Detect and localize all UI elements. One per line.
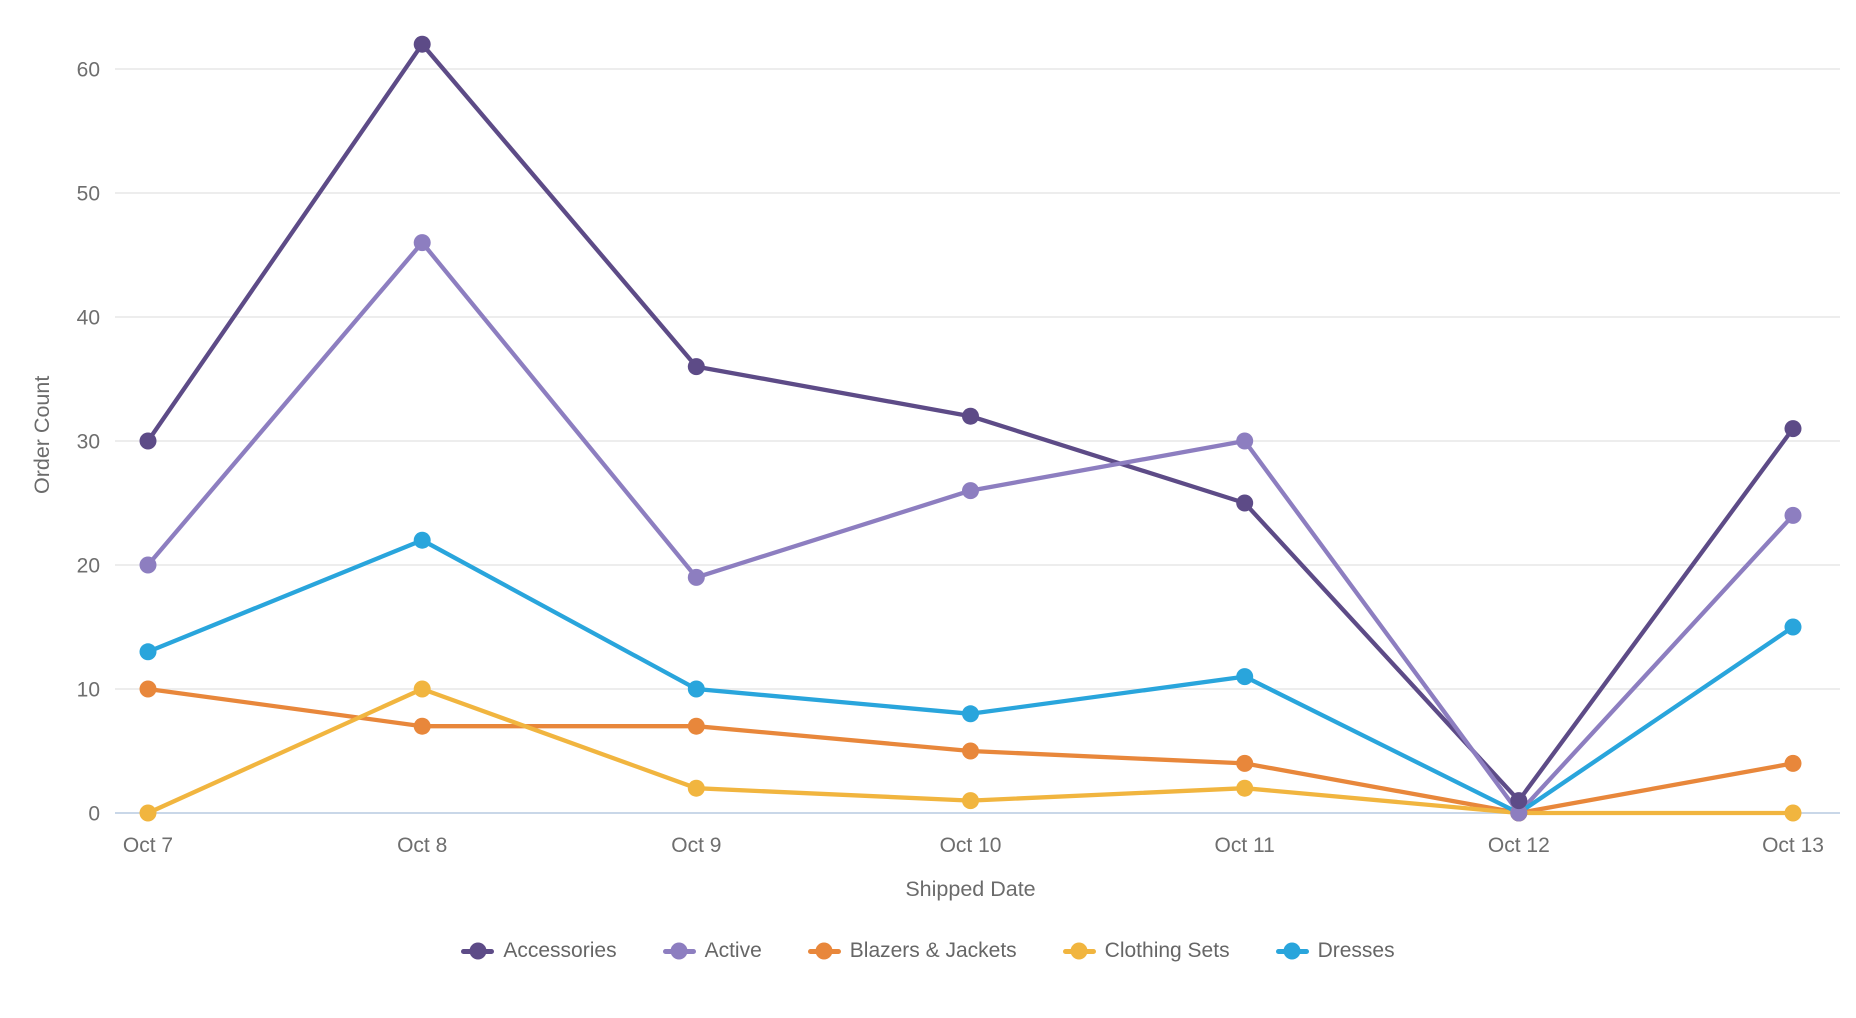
- y-tick-label-20: 20: [77, 555, 100, 578]
- point-blazers-jackets-oct-11[interactable]: [1236, 754, 1254, 772]
- x-tick-label-oct-13: Oct 13: [1762, 834, 1824, 857]
- x-tick-label-oct-11: Oct 11: [1215, 834, 1275, 857]
- legend: Accessories Active Blazers & Jackets Clothi…: [0, 939, 1856, 963]
- legend-marker-dot: [1070, 942, 1088, 960]
- legend-marker-icon: [1275, 942, 1309, 960]
- point-blazers-jackets-oct-9[interactable]: [687, 717, 705, 735]
- legend-item-blazers-jackets[interactable]: Blazers & Jackets: [807, 939, 1017, 963]
- legend-item-accessories[interactable]: Accessories: [461, 939, 617, 963]
- point-dresses-oct-9[interactable]: [687, 680, 705, 698]
- point-active-oct-12[interactable]: [1510, 804, 1528, 822]
- legend-item-dresses[interactable]: Dresses: [1275, 939, 1395, 963]
- legend-marker-dot: [670, 942, 688, 960]
- point-active-oct-7[interactable]: [139, 556, 157, 574]
- point-accessories-oct-8[interactable]: [413, 35, 431, 53]
- series-line-dresses: [145, 538, 1796, 816]
- x-tick-label-oct-12: Oct 12: [1488, 834, 1550, 857]
- y-tick-label-60: 60: [77, 59, 100, 82]
- point-clothing-sets-oct-9[interactable]: [687, 779, 705, 797]
- point-accessories-oct-9[interactable]: [687, 358, 705, 376]
- legend-item-clothing-sets[interactable]: Clothing Sets: [1062, 939, 1230, 963]
- point-blazers-jackets-oct-10[interactable]: [962, 742, 979, 760]
- point-active-oct-13[interactable]: [1784, 506, 1802, 524]
- x-tick-label-oct-7: Oct 7: [123, 834, 173, 857]
- point-blazers-jackets-oct-13[interactable]: [1784, 754, 1802, 772]
- legend-marker-dot: [1283, 942, 1301, 960]
- legend-item-active[interactable]: Active: [662, 939, 762, 963]
- point-dresses-oct-13[interactable]: [1784, 618, 1802, 636]
- series-line-active: [145, 240, 1796, 816]
- x-tick-label-oct-9: Oct 9: [671, 834, 721, 857]
- point-active-oct-8[interactable]: [413, 234, 431, 252]
- point-accessories-oct-13[interactable]: [1784, 420, 1802, 438]
- point-clothing-sets-oct-7[interactable]: [139, 804, 157, 822]
- legend-marker-dot: [469, 942, 487, 960]
- point-blazers-jackets-oct-7[interactable]: [139, 680, 157, 698]
- point-active-oct-10[interactable]: [962, 482, 979, 500]
- y-tick-label-40: 40: [77, 307, 100, 330]
- point-clothing-sets-oct-11[interactable]: [1236, 779, 1254, 797]
- point-accessories-oct-12[interactable]: [1510, 792, 1528, 810]
- y-tick-label-0: 0: [88, 803, 100, 826]
- point-dresses-oct-8[interactable]: [413, 531, 431, 549]
- y-tick-label-50: 50: [77, 183, 100, 206]
- y-tick-label-30: 30: [77, 431, 100, 454]
- legend-marker-icon: [807, 942, 841, 960]
- point-dresses-oct-10[interactable]: [962, 705, 979, 723]
- point-accessories-oct-10[interactable]: [962, 407, 979, 425]
- y-tick-label-10: 10: [77, 679, 100, 702]
- plot-area: 0 10 20 30 40 50 60 Oct 7 Oct 8 Oct 9 Oct 10 Oct 11…: [77, 35, 1840, 857]
- point-accessories-oct-7[interactable]: [139, 432, 157, 450]
- legend-label: Blazers & Jackets: [849, 939, 1017, 962]
- point-clothing-sets-oct-10[interactable]: [962, 792, 979, 810]
- legend-marker-icon: [662, 942, 696, 960]
- legend-marker-icon: [1062, 942, 1096, 960]
- y-axis-title: Order Count: [30, 375, 54, 494]
- legend-marker-icon: [461, 942, 495, 960]
- point-active-oct-11[interactable]: [1236, 432, 1254, 450]
- x-axis-title: Shipped Date: [905, 877, 1036, 901]
- point-clothing-sets-oct-8[interactable]: [413, 680, 431, 698]
- legend-label: Active: [704, 939, 762, 962]
- point-active-oct-9[interactable]: [687, 568, 705, 586]
- point-dresses-oct-7[interactable]: [139, 643, 157, 661]
- legend-marker-dot: [815, 942, 833, 960]
- legend-label: Clothing Sets: [1104, 939, 1230, 962]
- x-tick-label-oct-10: Oct 10: [940, 834, 1002, 857]
- x-tick-label-oct-8: Oct 8: [397, 834, 447, 857]
- legend-label: Accessories: [503, 939, 617, 962]
- legend-label: Dresses: [1317, 939, 1395, 962]
- point-dresses-oct-11[interactable]: [1236, 668, 1254, 686]
- point-clothing-sets-oct-13[interactable]: [1784, 804, 1802, 822]
- point-accessories-oct-11[interactable]: [1236, 494, 1254, 512]
- point-blazers-jackets-oct-8[interactable]: [413, 717, 431, 735]
